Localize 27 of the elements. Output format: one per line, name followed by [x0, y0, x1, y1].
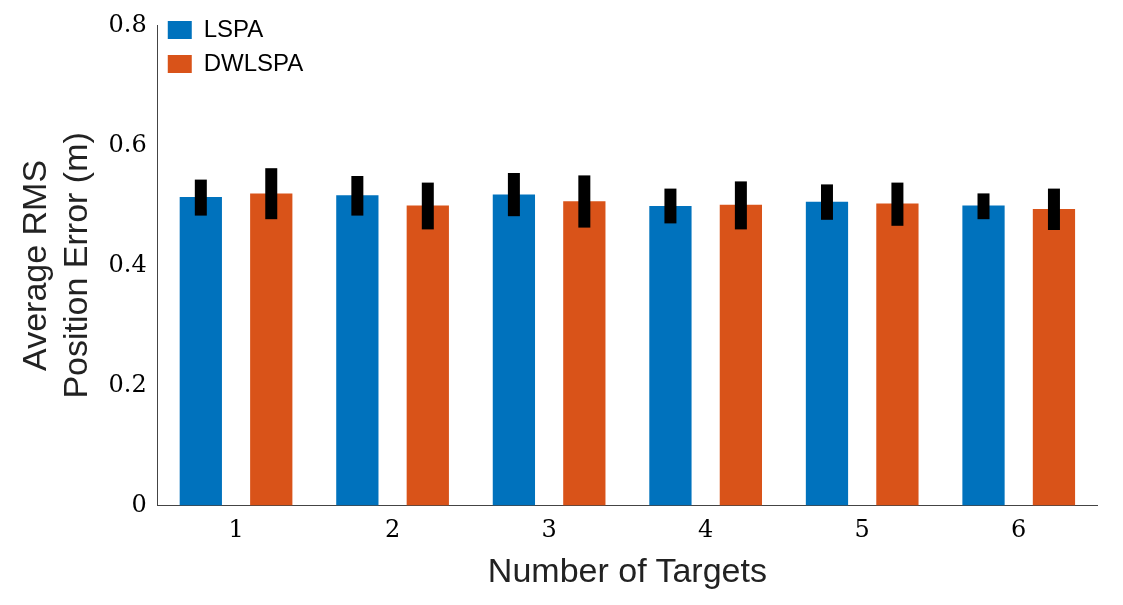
- x-tick-label: 6: [1011, 515, 1027, 544]
- legend-label: LSPA: [203, 14, 264, 42]
- y-tick-label: 0: [131, 489, 147, 518]
- x-tick-label: 2: [384, 515, 401, 544]
- y-tick-label: 0.2: [108, 369, 147, 398]
- x-axis-title: Number of Targets: [487, 550, 767, 589]
- x-tick-label: 3: [541, 515, 557, 544]
- x-tick-label: 4: [698, 515, 714, 544]
- legend-label: DWLSPA: [203, 48, 304, 76]
- bar: [563, 201, 606, 506]
- y-tick-label: 0.8: [108, 9, 147, 38]
- x-tick-label: 1: [228, 515, 244, 544]
- y-axis-title: Average RMS Position Error (m): [14, 132, 94, 399]
- bar: [962, 205, 1005, 506]
- bar: [805, 201, 849, 506]
- x-tick-label: 5: [854, 515, 870, 544]
- bar: [1032, 209, 1076, 506]
- y-tick-label: 0.6: [108, 129, 147, 158]
- bar: [406, 205, 449, 506]
- bar: [179, 197, 222, 506]
- bar: [876, 203, 919, 506]
- bar: [250, 193, 293, 506]
- y-tick-label: 0.4: [108, 249, 147, 278]
- bar: [492, 194, 536, 506]
- bar: [719, 204, 763, 506]
- bar: [336, 195, 379, 506]
- bar: [649, 206, 692, 506]
